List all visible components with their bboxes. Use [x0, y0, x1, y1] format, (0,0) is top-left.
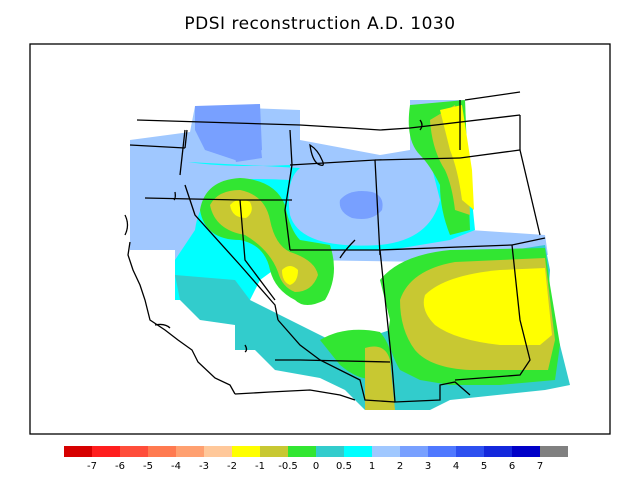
- colorbar-label: 6: [509, 461, 515, 472]
- map-title: PDSI reconstruction A.D. 1030: [184, 14, 456, 34]
- colorbar: -7 -6 -5 -4 -3 -2 -1 -0.5 0 0.5 1 2 3 4 5 6 7: [64, 446, 568, 472]
- colorbar-swatch: [540, 446, 568, 457]
- colorbar-label: 7: [537, 461, 543, 472]
- colorbar-label: -2: [227, 461, 237, 472]
- colorbar-label: -1: [255, 461, 265, 472]
- colorbar-swatch: [64, 446, 92, 457]
- colorbar-swatch: [372, 446, 400, 457]
- colorbar-label: 5: [481, 461, 487, 472]
- pdsi-field: [130, 100, 570, 410]
- colorbar-label: -7: [87, 461, 97, 472]
- colorbar-swatch: [120, 446, 148, 457]
- colorbar-label: -6: [115, 461, 125, 472]
- colorbar-swatch: [456, 446, 484, 457]
- colorbar-swatch: [400, 446, 428, 457]
- colorbar-label: 0: [313, 461, 319, 472]
- colorbar-swatch: [512, 446, 540, 457]
- colorbar-label: -3: [199, 461, 209, 472]
- colorbar-swatch: [148, 446, 176, 457]
- colorbar-swatch: [176, 446, 204, 457]
- colorbar-swatch: [316, 446, 344, 457]
- colorbar-label: 4: [453, 461, 459, 472]
- colorbar-label: -5: [143, 461, 153, 472]
- lakes: [124, 119, 423, 353]
- colorbar-swatch: [204, 446, 232, 457]
- colorbar-swatch: [344, 446, 372, 457]
- colorbar-label: -4: [171, 461, 181, 472]
- colorbar-swatch: [288, 446, 316, 457]
- colorbar-label: 0.5: [336, 461, 352, 472]
- colorbar-swatch: [484, 446, 512, 457]
- colorbar-label: 3: [425, 461, 431, 472]
- colorbar-label: -0.5: [278, 461, 298, 472]
- colorbar-label: 1: [369, 461, 375, 472]
- state-boundaries: [127, 91, 546, 403]
- colorbar-label: 2: [397, 461, 403, 472]
- colorbar-swatch: [260, 446, 288, 457]
- colorbar-swatch: [232, 446, 260, 457]
- colorbar-swatch: [428, 446, 456, 457]
- colorbar-swatch: [92, 446, 120, 457]
